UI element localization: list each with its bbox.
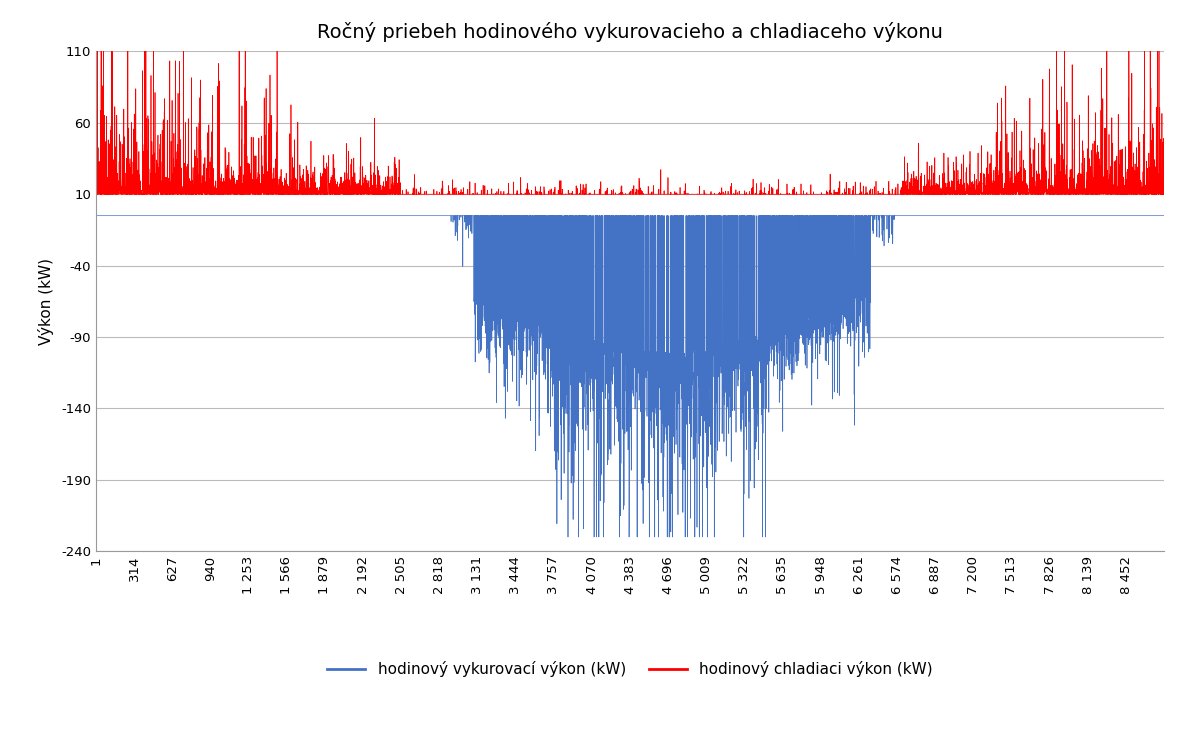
Title: Ročný priebeh hodinového vykurovacieho a chladiaceho výkonu: Ročný priebeh hodinového vykurovacieho a… — [317, 21, 943, 42]
Legend: hodinový vykurovací výkon (kW), hodinový chladiaci výkon (kW): hodinový vykurovací výkon (kW), hodinový… — [322, 656, 938, 684]
Y-axis label: Výkon (kW): Výkon (kW) — [38, 258, 54, 345]
